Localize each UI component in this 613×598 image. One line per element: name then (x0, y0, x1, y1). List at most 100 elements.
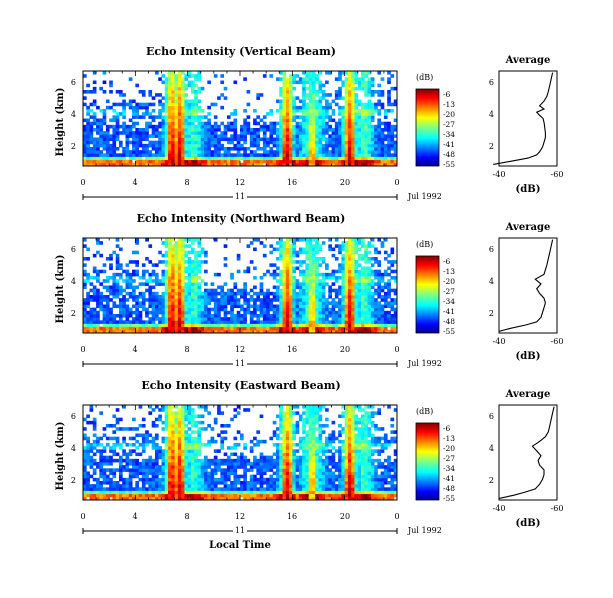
heatmap-cell (174, 77, 179, 81)
heatmap-cell (357, 118, 362, 123)
heatmap-cell (390, 304, 395, 309)
heatmap-cell (197, 420, 202, 425)
heatmap-cell (285, 285, 290, 290)
heatmap-cell (171, 276, 175, 280)
heatmap-cell (361, 257, 365, 261)
heatmap-cell (256, 314, 261, 318)
heatmap-cell (256, 481, 261, 485)
heatmap-cell (190, 159, 195, 164)
heatmap-cell (158, 143, 162, 148)
heatmap-cell (125, 159, 130, 164)
heatmap-cell (128, 140, 133, 145)
heatmap-cell (213, 496, 218, 501)
heatmap-cell (145, 326, 149, 331)
heatmap-cell (305, 247, 310, 252)
heatmap-cell (354, 285, 359, 290)
heatmap-cell (115, 320, 120, 324)
heatmap-cell (158, 446, 162, 450)
heatmap-cell (347, 86, 352, 91)
heatmap-cell (89, 307, 94, 312)
heatmap-cell (125, 298, 130, 302)
heatmap-cell (341, 257, 346, 261)
heatmap-cell (308, 90, 313, 94)
date-bar: 11 Jul 1992 (82, 191, 442, 202)
heatmap-cell (151, 329, 156, 334)
heatmap-cell (361, 291, 365, 296)
heatmap-cell (197, 446, 202, 450)
heatmap-cell (393, 153, 398, 157)
heatmap-cell (308, 140, 313, 145)
heatmap-cell (96, 105, 100, 110)
heatmap-cell (308, 124, 313, 129)
heatmap-cell (174, 124, 179, 129)
heatmap-cell (253, 121, 257, 126)
heatmap-cell (197, 71, 202, 75)
heatmap-cell (269, 462, 274, 466)
heatmap-cell (177, 455, 182, 460)
heatmap-cell (344, 131, 349, 135)
heatmap-cell (351, 99, 355, 104)
heatmap-cell (240, 458, 244, 463)
heatmap-cell (344, 115, 349, 119)
heatmap-cell (338, 128, 342, 132)
heatmap-cell (197, 468, 202, 472)
heatmap-cell (344, 307, 349, 312)
heatmap-cell (86, 121, 90, 126)
heatmap-cell (311, 140, 316, 145)
heatmap-cell (383, 238, 388, 242)
heatmap-cell (308, 77, 313, 81)
heatmap-cell (171, 159, 175, 164)
heatmap-cell (253, 266, 257, 271)
heatmap-cell (204, 443, 208, 447)
heatmap-cell (311, 93, 316, 97)
heatmap-cell (311, 131, 316, 135)
heatmap-cell (105, 474, 110, 479)
heatmap-cell (207, 314, 211, 318)
heatmap-cell (302, 272, 306, 277)
heatmap-cell (141, 417, 146, 422)
heatmap-cell (171, 291, 175, 296)
heatmap-cell (105, 134, 110, 138)
heatmap-cell (325, 137, 329, 142)
heatmap-cell (272, 310, 277, 315)
heatmap-cell (311, 90, 316, 94)
heatmap-cell (220, 121, 225, 126)
heatmap-cell (295, 310, 300, 315)
heatmap-cell (217, 162, 221, 167)
heatmap-cell (325, 105, 329, 110)
heatmap-cell (194, 263, 198, 267)
heatmap-cell (168, 487, 172, 491)
heatmap-cell (200, 291, 205, 296)
heatmap-cell (96, 162, 100, 167)
heatmap-cell (344, 304, 349, 309)
heatmap-cell (282, 307, 287, 312)
heatmap-cell (164, 77, 169, 81)
heatmap-cell (302, 304, 306, 309)
heatmap-cell (387, 150, 391, 154)
heatmap-cell (233, 452, 238, 457)
heatmap-cell (194, 329, 198, 334)
heatmap-cell (122, 326, 126, 331)
heatmap-cell (308, 288, 313, 293)
heatmap-cell (243, 118, 247, 123)
heatmap-cell (181, 124, 185, 129)
heatmap-cell (295, 109, 300, 113)
heatmap-cell (187, 295, 192, 299)
heatmap-cell (249, 159, 254, 164)
heatmap-cell (141, 93, 146, 97)
heatmap-cell (83, 449, 87, 453)
heatmap-cell (318, 307, 323, 312)
heatmap-cell (236, 269, 241, 274)
heatmap-cell (92, 99, 97, 104)
heatmap-cell (318, 257, 323, 261)
heatmap-cell (213, 458, 218, 463)
panel-vertical: Echo Intensity (Vertical Beam) 2 4 6 Hei… (55, 45, 455, 202)
heatmap-cell (132, 279, 136, 283)
heatmap-cell (311, 109, 316, 113)
heatmap-cell (197, 481, 202, 485)
heatmap-cell (220, 156, 225, 161)
heatmap-cell (370, 263, 375, 267)
heatmap-cell (177, 93, 182, 97)
heatmap-cell (151, 468, 156, 472)
heatmap-cell (315, 99, 319, 104)
